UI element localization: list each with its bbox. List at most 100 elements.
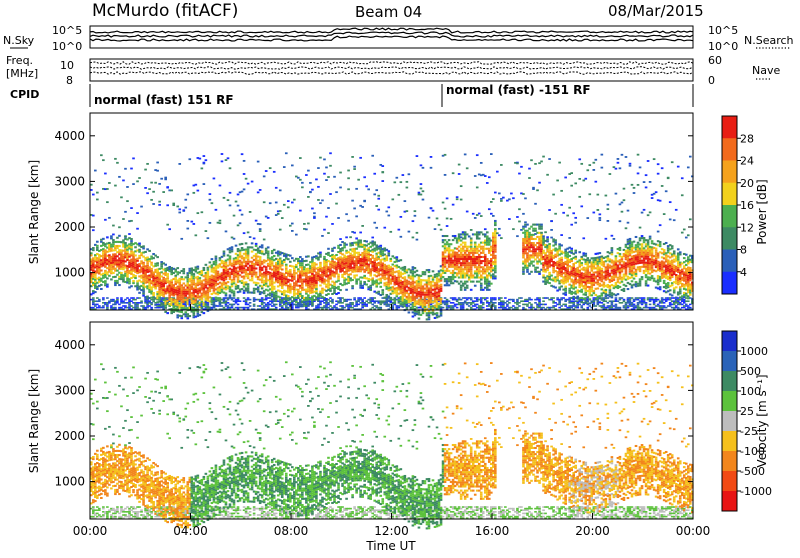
power-cell	[100, 154, 103, 156]
power-cell	[247, 283, 250, 285]
power-cell	[251, 181, 254, 183]
power-cell	[440, 229, 443, 231]
power-cell	[470, 266, 473, 268]
power-cell	[317, 305, 320, 307]
power-cell	[460, 199, 463, 201]
power-cell	[140, 300, 143, 302]
power-cell	[383, 227, 386, 229]
power-cell	[213, 302, 216, 304]
power-cell	[412, 237, 415, 239]
power-cell	[106, 307, 109, 309]
power-cell	[470, 237, 473, 239]
power-cell	[387, 305, 390, 307]
power-cell	[375, 286, 378, 288]
power-cell	[367, 266, 370, 268]
power-cell	[223, 255, 226, 257]
power-cell	[285, 268, 288, 270]
power-cell	[482, 307, 485, 309]
power-cell	[92, 194, 95, 196]
power-cell	[538, 273, 541, 275]
power-cell	[106, 201, 109, 203]
power-cell	[494, 255, 497, 257]
power-cell	[478, 272, 481, 274]
power-cell	[273, 286, 276, 288]
power-cell	[518, 173, 521, 175]
power-cell	[504, 297, 507, 299]
power-cell	[534, 269, 537, 271]
power-cell	[106, 236, 109, 238]
power-cell	[229, 255, 232, 257]
power-cell	[373, 193, 376, 195]
power-cell	[166, 275, 169, 277]
nsky-label: N.Sky	[3, 34, 35, 47]
power-cell	[337, 292, 340, 294]
power-cell	[166, 312, 169, 314]
power-cell	[164, 178, 167, 180]
power-cell	[456, 307, 459, 309]
power-cell	[520, 297, 523, 299]
power-cell	[522, 228, 525, 230]
power-cell	[353, 250, 356, 252]
power-cell	[245, 281, 248, 283]
power-cell	[462, 307, 465, 309]
power-cell	[283, 261, 286, 263]
power-cell	[480, 274, 483, 276]
power-cell	[106, 277, 109, 279]
power-cell	[213, 178, 216, 180]
power-cell	[460, 252, 463, 254]
power-cell	[339, 289, 342, 291]
power-cell	[319, 202, 322, 204]
power-cell	[319, 256, 322, 258]
power-cell	[387, 252, 390, 254]
power-cell	[460, 289, 463, 291]
power-cell	[389, 297, 392, 299]
power-cell	[452, 204, 455, 206]
power-cell	[227, 305, 230, 307]
power-cell	[478, 237, 481, 239]
power-cell	[203, 269, 206, 271]
power-cell	[446, 225, 449, 227]
power-cell	[247, 231, 250, 233]
power-cell	[480, 285, 483, 287]
noise-tick-right-top: 10^5	[708, 24, 738, 37]
power-cell	[546, 174, 549, 176]
power-cell	[96, 247, 99, 249]
power-cell	[209, 199, 212, 201]
power-cell	[538, 299, 541, 301]
power-cell	[269, 202, 272, 204]
power-cell	[303, 223, 306, 225]
power-cell	[245, 271, 248, 273]
power-cell	[470, 304, 473, 306]
power-cell	[188, 315, 191, 317]
power-cell	[114, 268, 117, 270]
power-cell	[470, 299, 473, 301]
power-cell	[494, 261, 497, 263]
power-cell	[373, 222, 376, 224]
power-cell	[550, 299, 553, 301]
power-cell	[430, 304, 433, 306]
power-cell	[120, 196, 123, 198]
power-cell	[534, 163, 537, 165]
power-cell	[126, 186, 129, 188]
power-cell	[460, 185, 463, 187]
power-cell	[122, 218, 125, 220]
power-cell	[341, 305, 344, 307]
power-cell	[532, 242, 535, 244]
power-cell	[225, 278, 228, 280]
power-cell	[116, 162, 119, 164]
power-cell	[150, 268, 153, 270]
power-cell	[180, 276, 183, 278]
power-cell	[319, 302, 322, 304]
power-cell	[207, 304, 210, 306]
power-cell	[124, 242, 127, 244]
power-cell	[528, 273, 531, 275]
power-cell	[377, 195, 380, 197]
power-cell	[273, 249, 276, 251]
power-cell	[494, 222, 497, 224]
power-cell	[126, 251, 129, 253]
power-cell	[552, 267, 555, 269]
power-cell	[426, 286, 429, 288]
power-cell	[106, 305, 109, 307]
power-cell	[486, 287, 489, 289]
